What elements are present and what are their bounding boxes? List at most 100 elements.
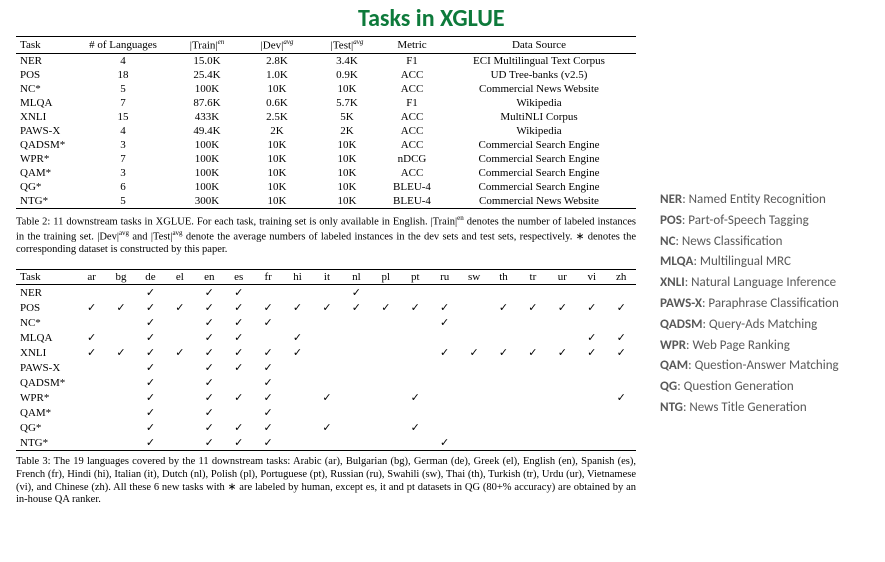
table-cell: 300K xyxy=(172,194,242,209)
table-cell: 100K xyxy=(172,82,242,96)
table-cell: ACC xyxy=(382,82,442,96)
legend-abbrev: POS xyxy=(660,213,682,228)
checkmark-cell: ✓ xyxy=(489,300,518,315)
legend-item: XNLI: Natural Language Inference xyxy=(660,273,876,294)
checkmark-cell xyxy=(342,315,371,330)
checkmark-cell xyxy=(459,330,488,345)
checkmark-cell xyxy=(312,285,341,301)
checkmark-cell: ✓ xyxy=(195,420,224,435)
checkmark-cell xyxy=(106,360,135,375)
legend-item: QG: Question Generation xyxy=(660,377,876,398)
legend-desc: : Web Page Ranking xyxy=(686,338,790,353)
table-cell: NER xyxy=(16,53,74,68)
checkmark-cell: ✓ xyxy=(459,345,488,360)
caption-sup: en xyxy=(457,214,464,222)
table-3-header-cell: vi xyxy=(577,270,606,285)
table-2: Task# of Languages|Train|en|Dev|avg|Test… xyxy=(16,36,636,209)
table-3-header-cell: ar xyxy=(77,270,106,285)
checkmark-cell: ✓ xyxy=(136,390,165,405)
table-cell: 10K xyxy=(242,180,312,194)
checkmark-cell xyxy=(165,420,194,435)
checkmark-cell: ✓ xyxy=(253,390,282,405)
table-cell: NTG* xyxy=(16,194,74,209)
checkmark-cell: ✓ xyxy=(195,375,224,390)
table-cell: 10K xyxy=(312,152,382,166)
table-cell: XNLI xyxy=(16,110,74,124)
checkmark-cell: ✓ xyxy=(136,300,165,315)
checkmark-cell: ✓ xyxy=(577,330,606,345)
legend-panel: NER: Named Entity RecognitionPOS: Part-o… xyxy=(660,190,876,419)
checkmark-cell xyxy=(371,330,400,345)
checkmark-cell xyxy=(401,345,430,360)
checkmark-cell xyxy=(342,345,371,360)
checkmark-cell: ✓ xyxy=(253,300,282,315)
table-row: QG*✓✓✓✓✓✓ xyxy=(16,420,636,435)
legend-abbrev: XNLI xyxy=(660,275,685,290)
table-cell: 100K xyxy=(172,180,242,194)
table-cell: 87.6K xyxy=(172,96,242,110)
checkmark-cell: ✓ xyxy=(195,435,224,451)
checkmark-cell: ✓ xyxy=(606,390,636,405)
legend-desc: : News Title Generation xyxy=(683,400,807,415)
legend-abbrev: QAM xyxy=(660,358,688,373)
checkmark-cell xyxy=(459,375,488,390)
checkmark-cell xyxy=(489,360,518,375)
checkmark-cell xyxy=(548,420,577,435)
table-3-header-cell: nl xyxy=(342,270,371,285)
checkmark-cell xyxy=(518,420,547,435)
checkmark-cell xyxy=(283,420,312,435)
checkmark-cell xyxy=(401,360,430,375)
table-2-header-cell: |Train|en xyxy=(172,37,242,54)
table-cell: 100K xyxy=(172,152,242,166)
checkmark-cell: ✓ xyxy=(548,345,577,360)
legend-desc: : Question-Answer Matching xyxy=(688,358,838,373)
checkmark-cell xyxy=(577,390,606,405)
page-title: Tasks in XGLUE xyxy=(358,4,505,33)
checkmark-cell xyxy=(283,360,312,375)
checkmark-cell: ✓ xyxy=(401,420,430,435)
table-cell: 2.8K xyxy=(242,53,312,68)
checkmark-cell xyxy=(371,345,400,360)
table-cell: 3 xyxy=(74,166,172,180)
table-row: QADSM*✓✓✓ xyxy=(16,375,636,390)
checkmark-cell xyxy=(606,315,636,330)
checkmark-cell xyxy=(606,405,636,420)
checkmark-cell xyxy=(106,375,135,390)
table-row: QAM*3100K10K10KACCCommercial Search Engi… xyxy=(16,166,636,180)
checkmark-cell xyxy=(430,330,459,345)
table-cell: 10K xyxy=(312,82,382,96)
table-cell: 100K xyxy=(172,138,242,152)
checkmark-cell xyxy=(401,405,430,420)
checkmark-cell: ✓ xyxy=(253,360,282,375)
legend-desc: : Query-Ads Matching xyxy=(703,317,818,332)
table-cell: QAM* xyxy=(16,405,77,420)
checkmark-cell xyxy=(430,285,459,301)
checkmark-cell: ✓ xyxy=(136,420,165,435)
table-3-header-cell: it xyxy=(312,270,341,285)
checkmark-cell: ✓ xyxy=(606,345,636,360)
checkmark-cell: ✓ xyxy=(136,375,165,390)
checkmark-cell: ✓ xyxy=(136,285,165,301)
table-cell: 10K xyxy=(242,138,312,152)
checkmark-cell xyxy=(283,435,312,451)
checkmark-cell: ✓ xyxy=(253,345,282,360)
checkmark-cell xyxy=(548,315,577,330)
checkmark-cell xyxy=(430,375,459,390)
checkmark-cell xyxy=(371,315,400,330)
checkmark-cell: ✓ xyxy=(106,300,135,315)
checkmark-cell xyxy=(106,435,135,451)
table-cell: POS xyxy=(16,300,77,315)
checkmark-cell: ✓ xyxy=(136,360,165,375)
checkmark-cell xyxy=(401,285,430,301)
checkmark-cell xyxy=(606,360,636,375)
checkmark-cell: ✓ xyxy=(606,330,636,345)
table-cell: NER xyxy=(16,285,77,301)
table-cell: 15 xyxy=(74,110,172,124)
table-cell: 25.4K xyxy=(172,68,242,82)
table-cell: 10K xyxy=(242,82,312,96)
table-cell: ACC xyxy=(382,110,442,124)
table-row: NTG*✓✓✓✓✓ xyxy=(16,435,636,451)
checkmark-cell: ✓ xyxy=(106,345,135,360)
checkmark-cell: ✓ xyxy=(195,405,224,420)
checkmark-cell: ✓ xyxy=(136,345,165,360)
